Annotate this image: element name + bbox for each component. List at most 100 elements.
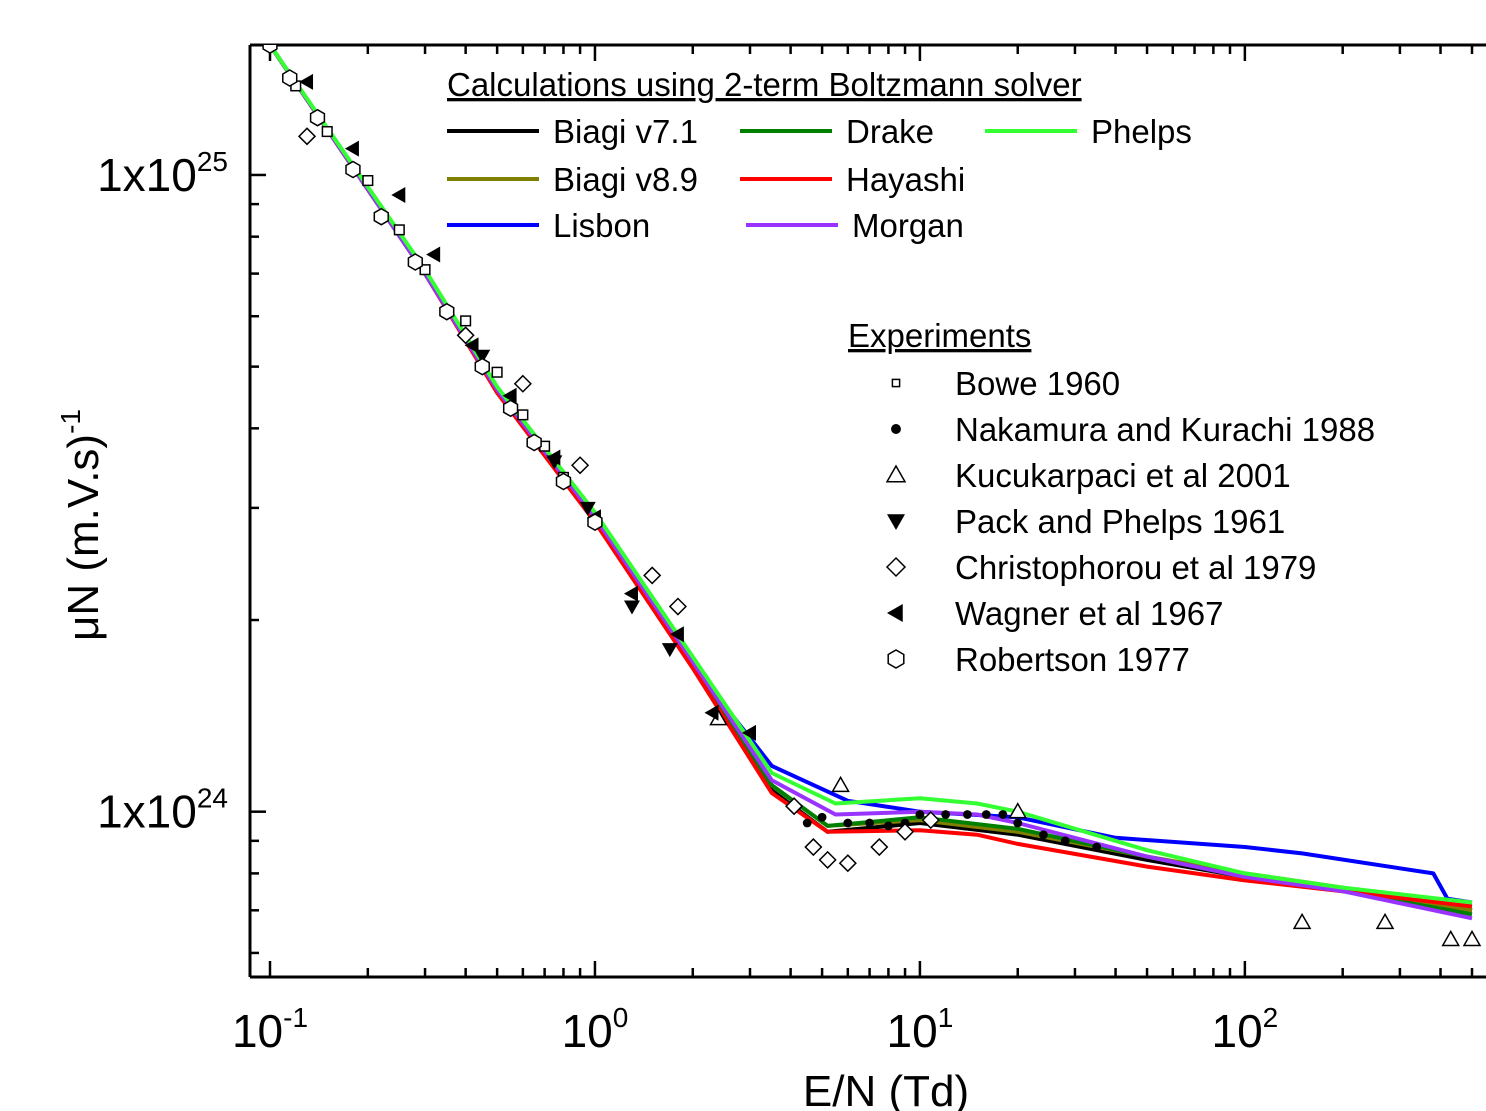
legend-calculations-title: Calculations using 2-term Boltzmann solv…	[447, 66, 1082, 103]
marker-wagner-et-al-1967	[391, 187, 406, 204]
y-tick-label-base: 1x10	[97, 149, 197, 201]
legend-marker-nakamura-and-kurachi-1988	[891, 424, 901, 434]
x-tick-label-exponent: 0	[613, 1002, 629, 1033]
legend-marker-wagner-et-al-1967	[887, 604, 903, 622]
marker-robertson-1977	[282, 69, 298, 87]
marker-wagner-et-al-1967	[426, 246, 441, 263]
marker-christophorou-et-al-1979	[571, 456, 590, 475]
marker-nakamura-and-kurachi-1988	[1013, 818, 1023, 828]
x-tick-label-base: 10	[887, 1005, 938, 1057]
marker-robertson-1977	[502, 399, 519, 418]
marker-bowe-1960	[491, 366, 503, 378]
x-tick-label-exponent: 2	[1263, 1002, 1279, 1033]
marker-christophorou-et-al-1979	[895, 822, 915, 841]
legend-marker-christophorou-et-al-1979	[885, 556, 907, 578]
marker-nakamura-and-kurachi-1988	[1060, 836, 1070, 846]
marker-wagner-et-al-1967	[546, 449, 561, 466]
marker-robertson-1977	[474, 357, 490, 376]
legend-label-christophorou-et-al-1979: Christophorou et al 1979	[955, 549, 1316, 586]
y-tick-label: 1x1024	[97, 783, 228, 838]
legend-label-wagner-et-al-1967: Wagner et al 1967	[955, 595, 1223, 632]
legend-label-nakamura-and-kurachi-1988: Nakamura and Kurachi 1988	[955, 411, 1375, 448]
marker-kucukarpaci-et-al-2001	[1008, 802, 1028, 819]
legend-experiments-title: Experiments	[848, 317, 1031, 354]
x-tick-label-base: 10	[232, 1005, 283, 1057]
marker-robertson-1977	[309, 108, 326, 127]
marker-kucukarpaci-et-al-2001	[831, 775, 850, 793]
legend-calculations: Calculations using 2-term Boltzmann solv…	[447, 66, 1192, 244]
marker-nakamura-and-kurachi-1988	[915, 810, 925, 819]
plot-frame	[248, 43, 1486, 979]
marker-kucukarpaci-et-al-2001	[1462, 929, 1482, 947]
marker-nakamura-and-kurachi-1988	[865, 818, 874, 828]
x-tick-label-base: 10	[1211, 1005, 1262, 1057]
x-tick-label: 102	[1211, 1002, 1278, 1057]
marker-nakamura-and-kurachi-1988	[843, 818, 853, 828]
marker-kucukarpaci-et-al-2001	[1441, 929, 1461, 947]
marker-nakamura-and-kurachi-1988	[802, 818, 812, 828]
y-axis-title-main: μN (m.V.s)	[59, 434, 108, 641]
marker-bowe-1960	[362, 175, 374, 187]
y-tick-label: 1x1025	[97, 146, 228, 201]
marker-wagner-et-al-1967	[704, 704, 719, 721]
marker-nakamura-and-kurachi-1988	[998, 810, 1008, 819]
marker-pack-and-phelps-1961	[661, 643, 678, 658]
y-axis-title-exponent: -1	[55, 409, 86, 434]
marker-christophorou-et-al-1979	[513, 374, 532, 393]
marker-bowe-1960	[419, 264, 431, 276]
marker-christophorou-et-al-1979	[804, 837, 823, 857]
marker-pack-and-phelps-1961	[579, 501, 596, 516]
legend-label-drake: Drake	[846, 113, 934, 150]
marker-nakamura-and-kurachi-1988	[941, 810, 951, 819]
marker-kucukarpaci-et-al-2001	[1375, 912, 1395, 930]
legend-marker-robertson-1977	[887, 649, 905, 669]
marker-christophorou-et-al-1979	[668, 597, 687, 616]
marker-christophorou-et-al-1979	[838, 854, 857, 873]
marker-christophorou-et-al-1979	[456, 326, 475, 345]
legend-label-pack-and-phelps-1961: Pack and Phelps 1961	[955, 503, 1285, 540]
x-tick-label: 100	[562, 1002, 629, 1057]
marker-robertson-1977	[587, 513, 603, 531]
marker-pack-and-phelps-1961	[623, 600, 640, 615]
x-tick-label-base: 10	[562, 1005, 613, 1057]
y-axis-title: μN (m.V.s)-1	[55, 409, 108, 641]
legend-marker-kucukarpaci-et-al-2001	[885, 464, 907, 483]
marker-nakamura-and-kurachi-1988	[1039, 830, 1048, 840]
legend-label-biagi-v7-1: Biagi v7.1	[553, 113, 698, 150]
marker-christophorou-et-al-1979	[818, 850, 837, 869]
marker-christophorou-et-al-1979	[297, 127, 317, 146]
marker-nakamura-and-kurachi-1988	[817, 812, 827, 822]
marker-christophorou-et-al-1979	[921, 811, 940, 830]
legend-marker-pack-and-phelps-1961	[887, 514, 905, 530]
x-tick-label-exponent: 1	[938, 1002, 954, 1033]
marker-wagner-et-al-1967	[502, 387, 517, 404]
legend-label-morgan: Morgan	[852, 207, 964, 244]
marker-christophorou-et-al-1979	[785, 797, 804, 816]
marker-robertson-1977	[345, 160, 361, 179]
marker-nakamura-and-kurachi-1988	[884, 821, 893, 831]
marker-wagner-et-al-1967	[344, 140, 359, 157]
marker-christophorou-et-al-1979	[643, 566, 662, 585]
legend-experiments: Experiments Bowe 1960 Nakamura and Kurach…	[848, 317, 1375, 678]
y-tick-label-exponent: 25	[197, 146, 228, 177]
marker-nakamura-and-kurachi-1988	[1092, 842, 1102, 852]
marker-wagner-et-al-1967	[623, 585, 638, 602]
x-axis-title: E/N (Td)	[803, 1067, 969, 1111]
legend-label-biagi-v8-9: Biagi v8.9	[553, 161, 698, 198]
marker-nakamura-and-kurachi-1988	[981, 810, 991, 819]
y-tick-label-exponent: 24	[197, 783, 228, 814]
marker-wagner-et-al-1967	[741, 724, 756, 741]
legend-label-lisbon: Lisbon	[553, 207, 650, 244]
x-tick-label-exponent: -1	[283, 1002, 308, 1033]
legend-label-phelps: Phelps	[1091, 113, 1192, 150]
marker-pack-and-phelps-1961	[474, 349, 491, 364]
legend-label-robertson-1977: Robertson 1977	[955, 641, 1190, 678]
marker-robertson-1977	[407, 253, 423, 271]
y-tick-label-base: 1x10	[97, 786, 197, 838]
marker-wagner-et-al-1967	[464, 337, 479, 354]
x-tick-label: 10-1	[232, 1002, 308, 1057]
legend-marker-bowe-1960	[891, 378, 901, 388]
marker-nakamura-and-kurachi-1988	[962, 810, 972, 819]
